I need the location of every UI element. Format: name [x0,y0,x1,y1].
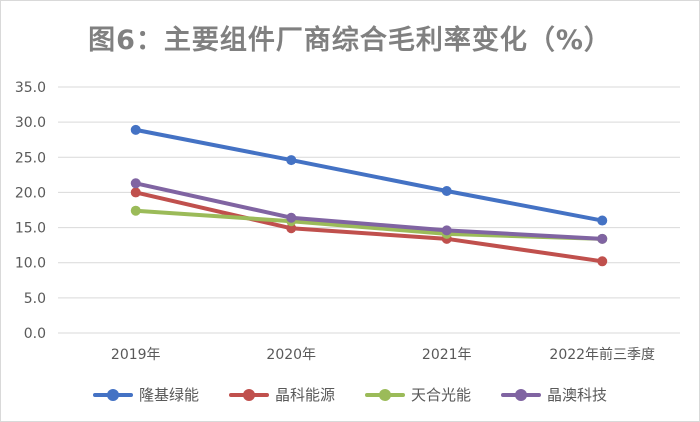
series-line [133,127,605,223]
y-tick-label: 0.0 [24,326,46,342]
legend-label: 晶科能源 [274,386,335,404]
legend-swatch [92,388,133,401]
y-tick-label: 30.0 [15,115,46,131]
data-point [597,233,608,244]
y-tick-label: 5.0 [24,291,46,307]
y-tick-label: 25.0 [15,150,46,166]
y-tick-label: 10.0 [15,256,46,272]
data-point [130,178,141,189]
series-layer [130,124,608,267]
legend-item: 晶科能源 [228,384,335,405]
x-tick-label: 2021年 [422,347,472,363]
series-line [133,190,605,264]
data-point [286,155,297,166]
legend-item: 天合光能 [365,384,471,405]
data-point [130,205,141,216]
legend-item: 隆基绿能 [92,384,199,405]
legend-swatch [228,388,269,401]
chart-title: 图6：主要组件厂商综合毛利率变化（%） [88,25,612,56]
x-axis-tick-labels: 2019年 2020年 2021年 2022年前三季度 [111,346,655,363]
legend-swatch [365,388,405,401]
data-point [597,256,608,267]
series-line [133,181,605,241]
legend-label: 晶澳科技 [547,386,608,404]
data-point [597,215,608,226]
series-1 [130,124,608,226]
legend-swatch [501,388,542,401]
data-point [130,124,141,135]
data-point [441,186,452,197]
legend-label: 隆基绿能 [138,386,199,404]
x-tick-label: 2019年 [111,347,161,363]
data-point [130,187,141,198]
data-point [286,212,297,223]
legend: 隆基绿能 晶科能源 天合光能 晶澳科技 [0,384,700,405]
grid-lines [58,86,680,334]
y-tick-label: 35.0 [15,80,46,96]
legend-label: 天合光能 [411,386,472,404]
x-tick-label: 2020年 [266,347,316,363]
legend-item: 晶澳科技 [501,384,607,405]
y-axis-tick-labels: 0.0 5.0 10.0 15.0 20.0 25.0 30.0 35.0 [15,80,46,342]
data-point [441,225,452,236]
data-point [286,223,297,234]
series-4 [130,178,608,244]
y-tick-label: 20.0 [15,185,46,201]
x-tick-label: 2022年前三季度 [549,346,655,363]
series-2 [130,187,608,267]
y-tick-label: 15.0 [15,221,46,237]
